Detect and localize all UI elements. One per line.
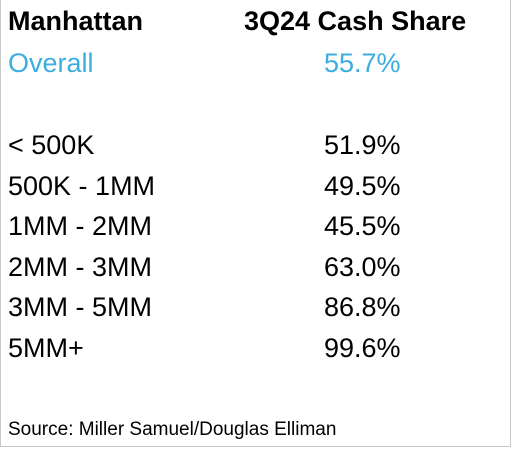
row-value: 49.5% bbox=[324, 170, 401, 201]
row-value: 45.5% bbox=[324, 211, 401, 241]
table-row: 3MM - 5MM 86.8% bbox=[0, 290, 513, 331]
row-label: < 500K bbox=[8, 130, 95, 160]
row-label: 500K - 1MM bbox=[8, 170, 156, 201]
source-note: Source: Miller Samuel/Douglas Elliman bbox=[8, 419, 337, 440]
row-label: 5MM+ bbox=[8, 332, 84, 363]
column-header-cash-share: 3Q24 Cash Share bbox=[244, 6, 467, 36]
table-row: < 500K 51.9% bbox=[0, 128, 513, 169]
overall-value: 55.7% bbox=[324, 48, 401, 78]
column-header-market: Manhattan bbox=[8, 6, 143, 36]
row-value: 86.8% bbox=[324, 292, 401, 322]
row-label: 2MM - 3MM bbox=[8, 251, 152, 282]
table-row: 500K - 1MM 49.5% bbox=[0, 169, 513, 210]
price-tier-rows: < 500K 51.9% 500K - 1MM 49.5% 1MM - 2MM … bbox=[0, 128, 513, 371]
row-value: 99.6% bbox=[324, 332, 401, 363]
row-label: 3MM - 5MM bbox=[8, 292, 152, 322]
table-row: 2MM - 3MM 63.0% bbox=[0, 250, 513, 291]
row-value: 51.9% bbox=[324, 130, 401, 160]
row-label: 1MM - 2MM bbox=[8, 211, 152, 241]
table-row: 5MM+ 99.6% bbox=[0, 331, 513, 372]
row-value: 63.0% bbox=[324, 251, 401, 282]
overall-label: Overall bbox=[8, 48, 94, 78]
table-row: 1MM - 2MM 45.5% bbox=[0, 209, 513, 250]
